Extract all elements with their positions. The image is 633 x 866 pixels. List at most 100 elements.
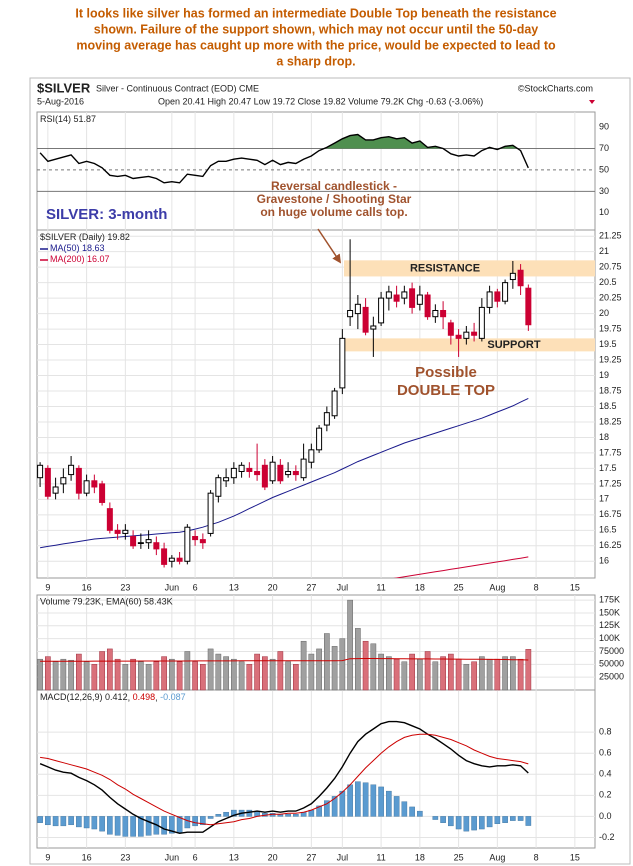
volume-bar	[463, 664, 470, 691]
volume-bar	[91, 664, 98, 691]
candle-body	[223, 477, 230, 482]
volume-bar	[246, 664, 253, 691]
candle-body	[331, 390, 338, 417]
y-tick-label: 21.25	[599, 231, 622, 241]
volume-bar	[122, 664, 129, 691]
histogram-bar	[393, 796, 400, 817]
x-tick-label: 15	[570, 582, 580, 592]
candle-body	[44, 467, 51, 497]
volume-bar	[184, 651, 191, 691]
down-arrow	[589, 100, 595, 104]
x-tick-label: 18	[415, 582, 425, 592]
histogram-bar	[293, 814, 299, 817]
histogram-bar	[76, 816, 82, 828]
y-tick-label: 18.75	[599, 385, 622, 395]
x-tick-label: Jun	[165, 582, 180, 592]
panel-frame	[36, 594, 596, 691]
legend-text: -0.087	[160, 692, 186, 702]
histogram-bar	[285, 814, 291, 817]
x-tick-label: 11	[376, 582, 385, 592]
legend-text: 0.412	[105, 692, 128, 702]
y-tick-label: 25000	[599, 672, 624, 682]
y-tick-label: 19	[599, 370, 609, 380]
y-tick-label: 21	[599, 246, 609, 256]
candle-body	[517, 269, 524, 287]
legend-text: RSI(14)	[40, 114, 71, 124]
candle-body	[215, 477, 222, 497]
x-tick-label: Jul	[337, 582, 349, 592]
candle-body	[385, 291, 392, 299]
histogram-bar	[525, 816, 532, 826]
histogram-bar	[455, 816, 462, 830]
candle-body	[494, 291, 501, 302]
candle-body	[37, 464, 44, 479]
legend-text: MA(200)	[50, 254, 85, 264]
volume-bar	[262, 656, 268, 691]
candle-body	[261, 464, 268, 488]
candle-body	[486, 291, 493, 308]
volume-bar	[52, 661, 59, 691]
note-line: It looks like silver has formed an inter…	[75, 6, 556, 20]
y-tick-label: 17.5	[599, 463, 617, 473]
candle-body	[199, 539, 206, 544]
y-tick-label: 17	[599, 494, 609, 504]
candle-body	[277, 464, 284, 482]
candle-body	[99, 483, 106, 503]
y-tick-label: 20	[599, 308, 609, 318]
series-line	[39, 720, 529, 835]
y-tick-label: 50	[599, 164, 609, 174]
histogram-bar	[339, 790, 346, 817]
histogram-bar	[494, 816, 501, 824]
volume-bar	[200, 664, 206, 691]
candle-body	[308, 449, 315, 463]
histogram-bar	[347, 784, 353, 817]
histogram-bar	[107, 816, 113, 835]
histogram-bar	[510, 816, 516, 821]
y-tick-label: 20.25	[599, 292, 622, 302]
histogram-bar	[184, 816, 191, 829]
histogram-bar	[99, 816, 105, 832]
series-line	[40, 733, 529, 826]
volume-bar	[60, 658, 67, 691]
histogram-bar	[161, 816, 167, 835]
y-tick-label: 90	[599, 121, 609, 131]
volume-bar	[355, 628, 361, 691]
candle-body	[370, 325, 377, 330]
y-tick-label: 16.5	[599, 525, 617, 535]
volume-bar	[300, 640, 307, 691]
histogram-bar	[246, 809, 253, 817]
pattern-note: Possible	[415, 364, 477, 381]
candle-body	[339, 337, 346, 389]
volume-bar	[114, 658, 121, 691]
histogram-bar	[463, 816, 470, 832]
histogram-bar	[517, 816, 524, 821]
volume-bar	[362, 640, 369, 691]
y-tick-label: 18.5	[599, 401, 617, 411]
histogram-bar	[316, 805, 322, 817]
x-tick-label: 11	[376, 852, 385, 862]
reversal-note: on huge volume calls top.	[260, 205, 407, 219]
y-tick-label: 17.25	[599, 478, 622, 488]
volume-bar	[409, 653, 415, 691]
volume-bar	[68, 659, 74, 691]
overbought-fill	[324, 134, 518, 149]
volume-bar	[424, 651, 431, 691]
candle-body	[83, 480, 90, 494]
y-tick-label: 0.8	[599, 727, 612, 737]
histogram-bar	[409, 806, 415, 817]
y-tick-label: 17.75	[599, 447, 622, 457]
x-tick-label: 20	[268, 582, 278, 592]
candle-body	[455, 334, 462, 339]
legend-entry: $SILVER (Daily) 19.82	[40, 232, 130, 242]
candle-body	[137, 542, 144, 545]
histogram-bar	[52, 816, 59, 827]
legend-text: $SILVER (Daily)	[40, 232, 105, 242]
candle-body	[269, 461, 276, 482]
legend-entry: MA(200) 16.07	[50, 254, 110, 264]
candle-body	[254, 470, 261, 476]
legend-text: 18.63	[82, 243, 105, 253]
histogram-bar	[192, 816, 198, 827]
x-tick-label: 25	[454, 582, 464, 592]
candle-body	[432, 309, 439, 318]
